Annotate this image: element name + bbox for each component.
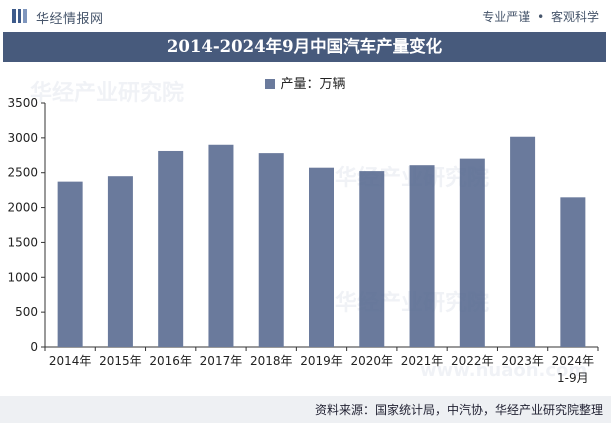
bar <box>57 181 83 347</box>
x-tick-label: 2016年 <box>149 354 192 368</box>
legend-label: 产量：万辆 <box>280 77 346 92</box>
bar <box>208 144 234 347</box>
y-tick-label: 3500 <box>7 96 38 110</box>
y-tick-label: 1500 <box>7 235 38 249</box>
tagline-separator: • <box>537 10 545 24</box>
x-tick-label: 2022年 <box>451 354 494 368</box>
bar <box>510 136 536 347</box>
bar <box>359 171 385 347</box>
y-tick-label: 1000 <box>7 270 38 284</box>
y-tick-label: 2500 <box>7 166 38 180</box>
x-tick-label: 2014年 <box>49 354 92 368</box>
y-tick-label: 0 <box>30 340 38 354</box>
bar <box>309 167 334 347</box>
x-tick-label: 2015年 <box>99 354 142 368</box>
bar <box>107 176 133 347</box>
tagline-right: 客观科学 <box>550 10 599 24</box>
x-tick-label: 1-9月 <box>557 371 589 385</box>
source-footer: 资料来源：国家统计局，中汽协，华经产业研究院整理 <box>0 396 611 423</box>
x-tick-label: 2024年 <box>552 354 595 368</box>
y-tick-label: 500 <box>15 305 38 319</box>
logo-icon <box>12 9 27 23</box>
x-tick-label: 2018年 <box>250 354 293 368</box>
bar-chart: 0 500 1000 1500 2000 2500 3000 3500 2014年 2015年 20… <box>7 96 599 385</box>
x-tick-label: 2019年 <box>300 354 343 368</box>
bar <box>560 197 586 347</box>
chart-legend: 产量：万辆 <box>0 73 611 92</box>
brand-name: 华经情报网 <box>36 12 104 27</box>
x-tick-label: 2017年 <box>200 354 243 368</box>
header-bar: 华经情报网 专业严谨 • 客观科学 <box>0 0 611 32</box>
bar <box>158 150 184 347</box>
x-tick-label: 2020年 <box>350 354 393 368</box>
source-text: 资料来源：国家统计局，中汽协，华经产业研究院整理 <box>314 403 603 417</box>
y-tick-label: 2000 <box>7 201 38 215</box>
bar <box>258 153 284 347</box>
x-tick-label: 2023年 <box>501 354 544 368</box>
x-tick-label: 2021年 <box>401 354 444 368</box>
tagline-left: 专业严谨 <box>482 10 531 24</box>
bar <box>409 165 435 347</box>
chart-title: 2014-2024年9月中国汽车产量变化 <box>3 32 606 62</box>
legend-swatch <box>265 79 276 89</box>
bar <box>459 158 485 347</box>
tagline: 专业严谨 • 客观科学 <box>482 8 599 25</box>
y-tick-label: 3000 <box>7 131 38 145</box>
